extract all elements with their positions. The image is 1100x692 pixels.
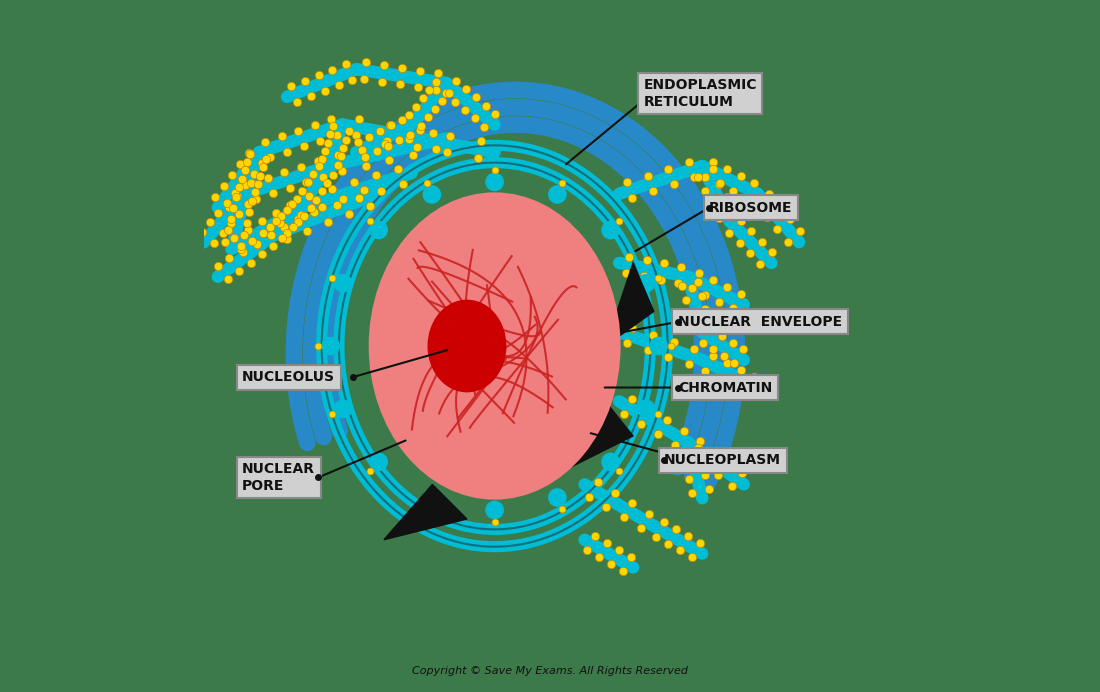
Text: NUCLEAR
PORE: NUCLEAR PORE: [242, 462, 315, 493]
Text: CHROMATIN: CHROMATIN: [678, 381, 772, 394]
Circle shape: [549, 186, 565, 203]
Circle shape: [486, 174, 503, 190]
Circle shape: [638, 275, 654, 291]
Circle shape: [424, 186, 440, 203]
Circle shape: [603, 454, 619, 471]
Text: NUCLEAR  ENVELOPE: NUCLEAR ENVELOPE: [678, 315, 843, 329]
Ellipse shape: [429, 301, 505, 391]
Circle shape: [371, 454, 387, 471]
Circle shape: [603, 221, 619, 238]
Circle shape: [424, 489, 440, 506]
Text: NUCLEOLUS: NUCLEOLUS: [242, 370, 336, 384]
Circle shape: [334, 275, 351, 291]
Text: Copyright © Save My Exams. All Rights Reserved: Copyright © Save My Exams. All Rights Re…: [412, 666, 688, 676]
Text: ENDOPLASMIC
RETICULUM: ENDOPLASMIC RETICULUM: [644, 78, 757, 109]
Circle shape: [650, 338, 667, 354]
Circle shape: [371, 221, 387, 238]
Text: RIBOSOME: RIBOSOME: [710, 201, 793, 215]
Text: NUCLEOPLASM: NUCLEOPLASM: [664, 453, 781, 467]
Polygon shape: [384, 484, 468, 540]
Polygon shape: [564, 401, 632, 471]
Circle shape: [322, 338, 339, 354]
Circle shape: [486, 502, 503, 518]
Circle shape: [334, 401, 351, 417]
Circle shape: [549, 489, 565, 506]
Polygon shape: [605, 263, 653, 346]
Ellipse shape: [370, 194, 619, 498]
Circle shape: [638, 401, 654, 417]
